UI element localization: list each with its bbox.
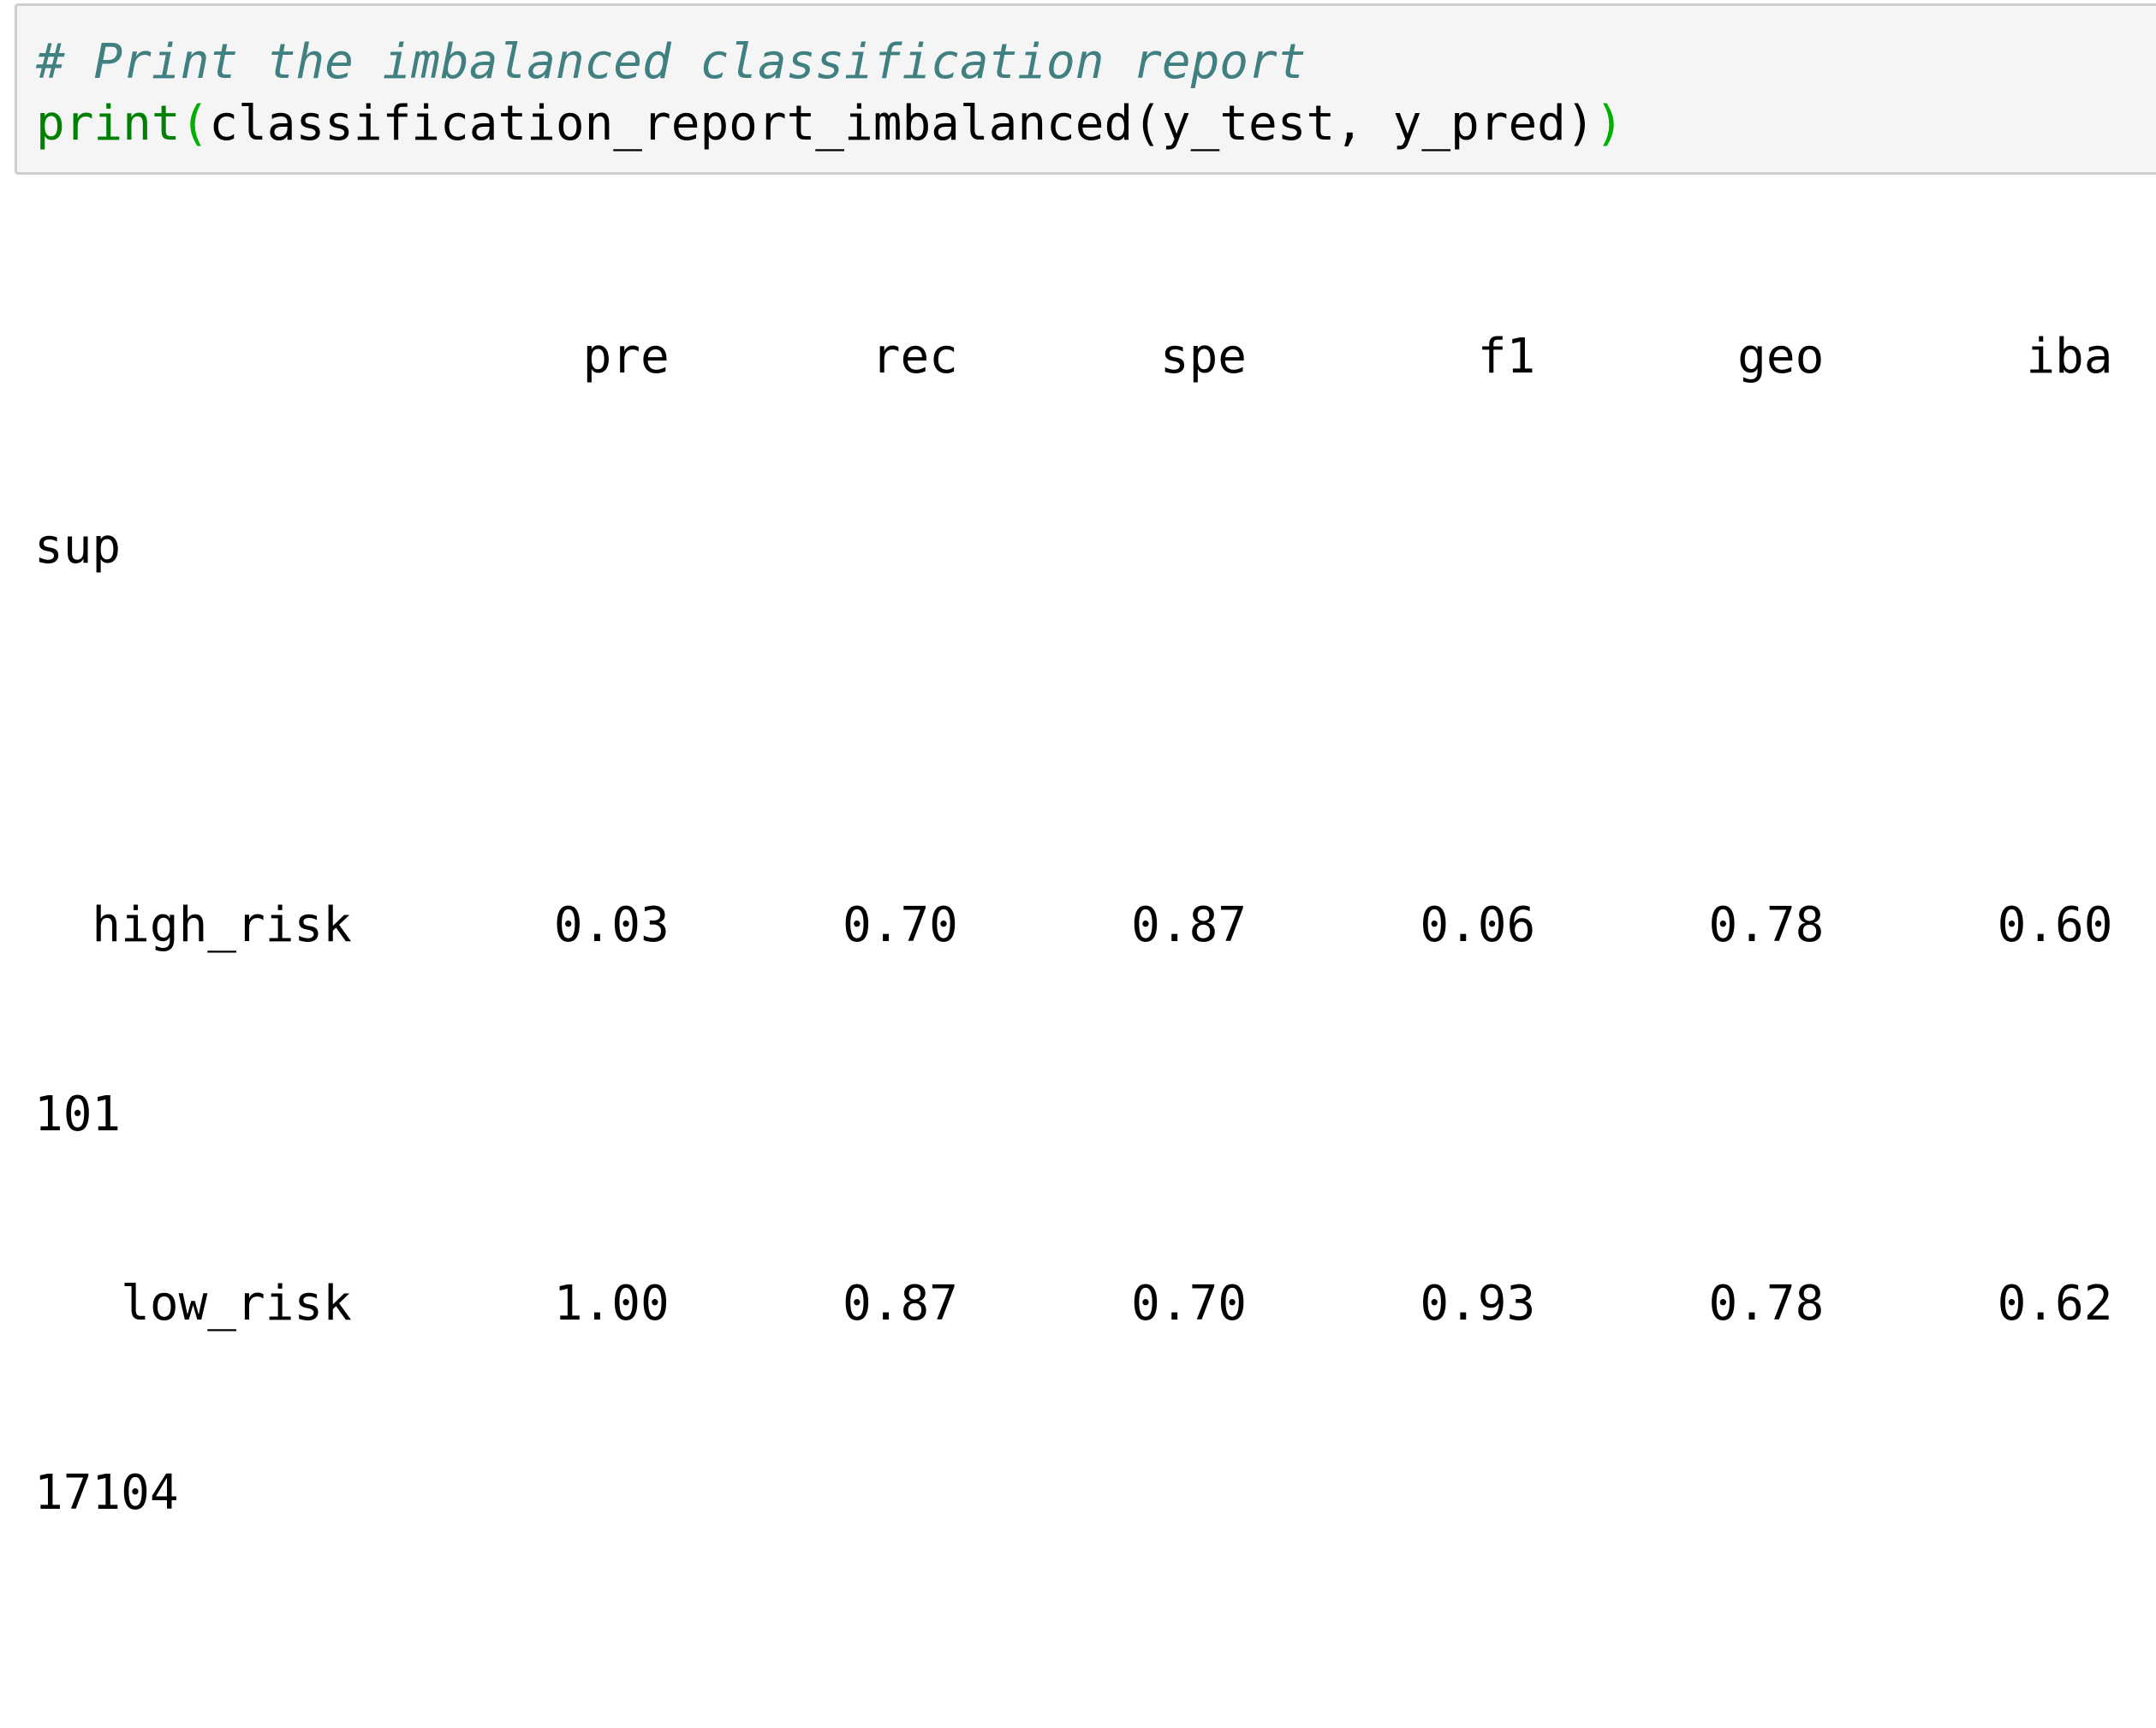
- cell-output: pre rec spe f1 geo iba sup high_risk 0.0…: [34, 200, 2112, 1728]
- report-header-wrap-line: sup: [34, 518, 122, 575]
- report-header-line: pre rec spe f1 geo iba: [34, 329, 2113, 385]
- code-comment-line: # Print the imbalanced classification re…: [36, 32, 1306, 93]
- report-row-low-risk: low_risk 1.00 0.87 0.70 0.93 0.78 0.62: [34, 1275, 2113, 1332]
- blank-line: [34, 1651, 2112, 1714]
- report-row-high-risk: high_risk 0.03 0.70 0.87 0.06 0.78 0.60: [34, 897, 2113, 953]
- function-call: classification_report_imbalanced(y_test,…: [209, 96, 1595, 152]
- code-statement-line: print(classification_report_imbalanced(y…: [36, 93, 1623, 155]
- blank-line: [34, 705, 2112, 768]
- open-paren: (: [180, 96, 210, 152]
- report-row-high-risk-support: 101: [34, 1086, 122, 1142]
- code-comment: # Print the imbalanced classification re…: [36, 34, 1307, 90]
- close-paren: ): [1594, 96, 1624, 152]
- report-row-low-risk-support: 17104: [34, 1464, 179, 1521]
- print-builtin: print: [36, 96, 181, 152]
- code-input-cell[interactable]: # Print the imbalanced classification re…: [15, 3, 2156, 175]
